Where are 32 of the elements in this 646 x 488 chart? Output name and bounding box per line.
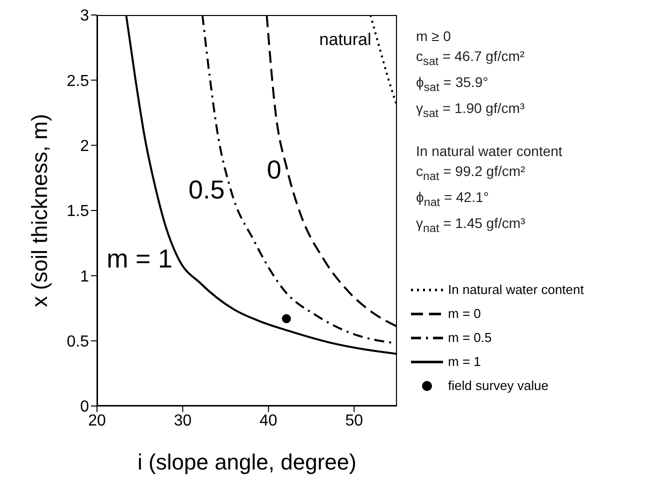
annotation: 0 xyxy=(266,154,282,186)
y-tick-label: 0 xyxy=(80,398,90,416)
legend-label: field survey value xyxy=(448,377,548,395)
annotation: 0.5 xyxy=(188,174,225,206)
y-tick-label: 1.5 xyxy=(66,203,90,220)
y-tick-label: 0.5 xyxy=(66,334,90,351)
x-tick-label: 50 xyxy=(345,412,364,430)
y-tick-label: 2 xyxy=(80,138,90,156)
y-tick-label: 3 xyxy=(80,8,90,25)
line-series xyxy=(125,15,397,355)
text: c$_{nat}$ = 99.2 gf/cm² xyxy=(416,162,526,186)
line-series xyxy=(266,15,397,328)
y-tick-label: 2.5 xyxy=(66,72,90,90)
text: In natural water content xyxy=(416,142,562,162)
y-tick-label: 1 xyxy=(80,268,90,286)
legend-label: In natural water content xyxy=(448,281,584,299)
text: ϕ$_{nat}$ = 42.1° xyxy=(416,188,490,211)
legend-label: m = 0 xyxy=(448,305,481,323)
annotation: m = 1 xyxy=(106,243,172,274)
text: c$_{sat}$ = 46.7 gf/cm² xyxy=(416,47,526,70)
x-tick-label: 30 xyxy=(174,412,192,430)
x-tick-label: 20 xyxy=(88,412,106,430)
legend-label: m = 0.5 xyxy=(448,329,492,347)
legend-label: m = 1 xyxy=(448,353,481,371)
text: m ≥ 0 xyxy=(416,27,452,46)
y-axis-title: x (soil thickness, m) xyxy=(26,114,52,308)
text: γ$_{sat}$ = 1.90 gf/cm³ xyxy=(416,98,526,122)
x-tick-label: 40 xyxy=(260,412,278,430)
x-axis-title: i (slope angle, degree) xyxy=(138,450,356,475)
text: ϕ$_{sat}$ = 35.9° xyxy=(416,72,490,96)
annotation: natural xyxy=(319,30,372,50)
text: γ$_{nat}$ = 1.45 gf/cm³ xyxy=(416,214,526,237)
